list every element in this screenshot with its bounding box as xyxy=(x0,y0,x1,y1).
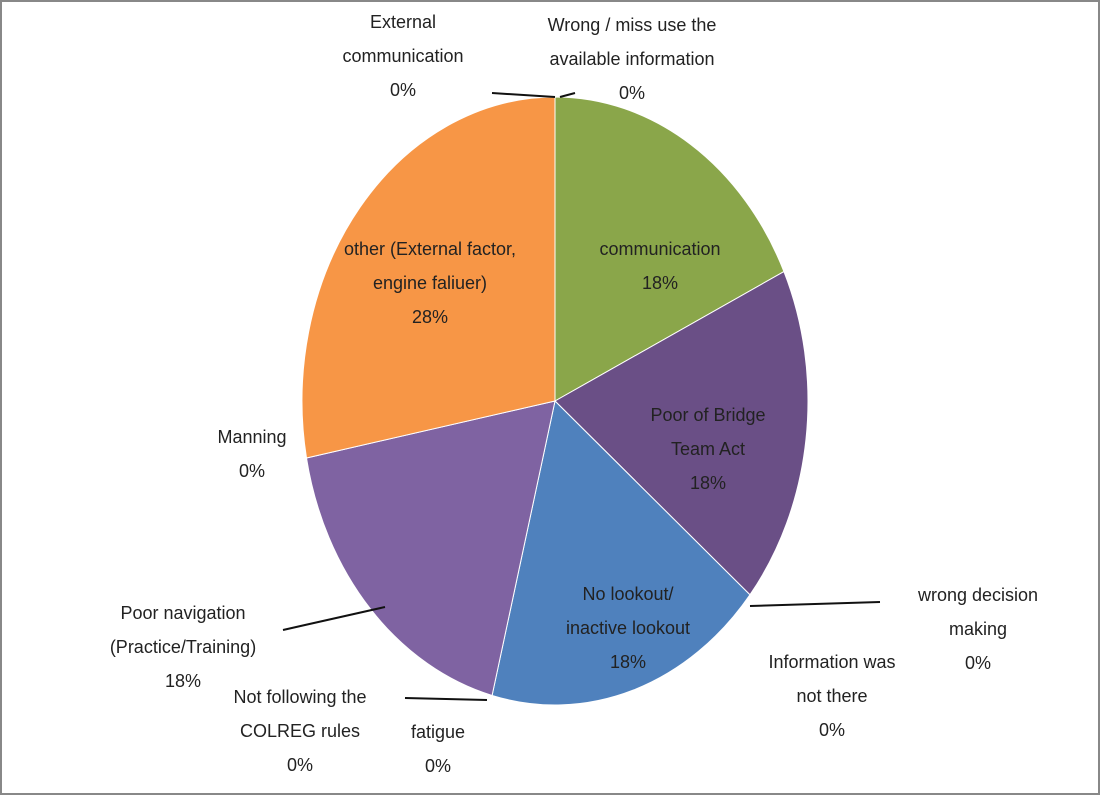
category-label: communication xyxy=(599,239,721,259)
slice-label: Information was not there 0% xyxy=(757,645,907,747)
category-label: Poor navigation (Practice/Training) xyxy=(109,603,257,657)
value-label: 0% xyxy=(964,653,991,673)
slice-label: other (External factor, engine faliuer) 2… xyxy=(343,232,518,334)
value-label: 0% xyxy=(286,755,313,775)
slice-label: Wrong / miss use the available informati… xyxy=(547,8,717,110)
category-label: fatigue xyxy=(410,722,466,742)
value-label: 18% xyxy=(164,671,202,691)
pie-slice xyxy=(305,400,556,697)
pie-slice xyxy=(554,270,809,596)
value-label: 0% xyxy=(424,756,451,776)
leader-line xyxy=(559,92,576,98)
slice-label: fatigue 0% xyxy=(398,715,478,783)
slice-label: External communication 0% xyxy=(323,5,483,107)
value-label: 18% xyxy=(641,273,679,293)
slice-label: No lookout/ inactive lookout 18% xyxy=(553,577,703,679)
value-label: 18% xyxy=(689,473,727,493)
category-label: other (External factor, engine faliuer) xyxy=(343,239,517,293)
slice-label: Poor of Bridge Team Act 18% xyxy=(633,398,783,500)
value-label: 0% xyxy=(818,720,845,740)
leader-line xyxy=(749,601,881,607)
slice-label: Poor navigation (Practice/Training) 18% xyxy=(83,596,283,698)
category-label: Poor of Bridge Team Act xyxy=(650,405,766,459)
value-label: 0% xyxy=(618,83,645,103)
category-label: Wrong / miss use the available informati… xyxy=(547,15,717,69)
slice-label: Manning 0% xyxy=(202,420,302,488)
category-label: wrong decision making xyxy=(917,585,1039,639)
category-label: Information was not there xyxy=(768,652,896,706)
slice-label: communication 18% xyxy=(580,232,740,300)
pie-slice xyxy=(554,96,785,402)
value-label: 0% xyxy=(389,80,416,100)
value-label: 18% xyxy=(609,652,647,672)
category-label: Not following the COLREG rules xyxy=(233,687,367,741)
leader-line xyxy=(491,92,556,98)
category-label: No lookout/ inactive lookout xyxy=(565,584,691,638)
slice-label: Not following the COLREG rules 0% xyxy=(200,680,400,782)
value-label: 0% xyxy=(238,461,265,481)
pie-slice xyxy=(491,399,751,706)
leader-line xyxy=(404,697,488,701)
leader-line xyxy=(282,606,386,631)
slice-label: wrong decision making 0% xyxy=(898,578,1058,680)
pie-slice xyxy=(301,96,556,459)
leader-lines xyxy=(282,92,881,701)
category-label: External communication xyxy=(342,12,464,66)
category-label: Manning xyxy=(217,427,287,447)
value-label: 28% xyxy=(411,307,449,327)
